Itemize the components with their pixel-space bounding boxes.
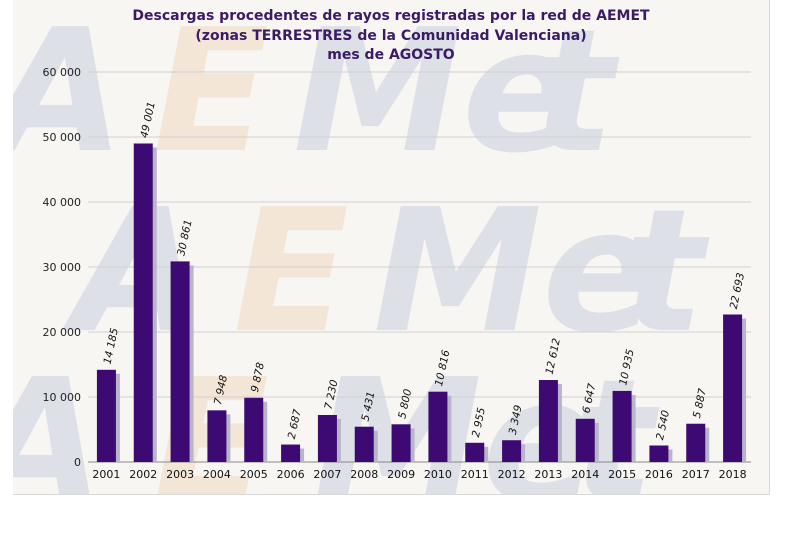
x-tick-label: 2009	[387, 468, 415, 481]
data-label: 12 612	[544, 337, 563, 376]
x-tick-label: 2018	[719, 468, 747, 481]
data-label: 10 816	[433, 349, 452, 388]
x-tick-label: 2005	[240, 468, 268, 481]
chart-frame: A E Me t A E Me t A E Me t Descargas pro…	[13, 0, 770, 495]
bar	[207, 410, 227, 462]
bar	[465, 442, 485, 462]
y-tick-label: 30 000	[43, 261, 82, 274]
data-label: 10 935	[617, 348, 636, 387]
x-tick-label: 2004	[203, 468, 231, 481]
data-label: 3 349	[507, 404, 525, 436]
y-tick-label: 20 000	[43, 326, 82, 339]
x-tick-label: 2017	[682, 468, 710, 481]
x-tick-label: 2011	[461, 468, 489, 481]
bar	[575, 418, 595, 462]
data-label: 2 687	[286, 408, 304, 440]
data-label: 7 230	[323, 378, 341, 410]
bar	[502, 440, 522, 462]
data-label: 5 800	[396, 388, 414, 420]
svg-text:Me: Me	[293, 0, 577, 191]
x-tick-label: 2007	[313, 468, 341, 481]
bar	[649, 445, 669, 462]
x-tick-label: 2008	[350, 468, 378, 481]
x-tick-label: 2010	[424, 468, 452, 481]
aemet-watermark: A E Me t A E Me t A E Me t	[13, 0, 710, 494]
data-label: 5 431	[359, 390, 377, 422]
y-tick-label: 40 000	[43, 196, 82, 209]
svg-text:E: E	[233, 173, 349, 371]
data-label: 5 887	[691, 387, 709, 419]
x-tick-label: 2014	[571, 468, 599, 481]
svg-text:Me: Me	[373, 173, 657, 371]
bar	[281, 444, 301, 462]
svg-text:A: A	[13, 0, 125, 191]
bar	[317, 415, 337, 462]
svg-text:t: t	[533, 0, 620, 191]
data-label: 2 540	[654, 409, 672, 441]
x-tick-label: 2002	[129, 468, 157, 481]
x-tick-label: 2012	[498, 468, 526, 481]
data-label: 7 948	[212, 374, 230, 406]
chart-subtitle-zone: (zonas TERRESTRES de la Comunidad Valenc…	[195, 28, 587, 44]
y-tick-label: 0	[74, 456, 81, 469]
chart-title: Descargas procedentes de rayos registrad…	[132, 8, 650, 24]
x-tick-label: 2003	[166, 468, 194, 481]
data-label: 22 693	[728, 272, 747, 310]
y-tick-label: 10 000	[43, 391, 82, 404]
data-label: 6 647	[580, 382, 598, 414]
bar	[244, 397, 264, 462]
bar	[170, 261, 190, 462]
bar	[612, 390, 632, 462]
bar	[354, 426, 374, 462]
svg-text:A: A	[13, 343, 105, 494]
x-tick-label: 2006	[277, 468, 305, 481]
bar	[428, 391, 448, 462]
data-label: 2 955	[470, 406, 488, 438]
x-tick-label: 2015	[608, 468, 636, 481]
y-tick-label: 50 000	[43, 131, 82, 144]
bar	[96, 369, 116, 462]
chart-subtitle-month: mes de AGOSTO	[327, 47, 455, 63]
data-label: 30 861	[175, 219, 194, 257]
x-tick-label: 2016	[645, 468, 673, 481]
bar	[723, 314, 743, 462]
bar	[133, 143, 153, 462]
x-tick-label: 2013	[534, 468, 562, 481]
bar	[686, 423, 706, 462]
x-tick-label: 2001	[92, 468, 120, 481]
y-tick-label: 60 000	[43, 66, 82, 79]
svg-text:t: t	[623, 173, 710, 371]
svg-text:E: E	[153, 0, 269, 191]
data-label: 49 001	[138, 101, 157, 139]
bar	[538, 380, 558, 462]
data-label: 9 878	[249, 361, 267, 393]
bar	[391, 424, 411, 462]
